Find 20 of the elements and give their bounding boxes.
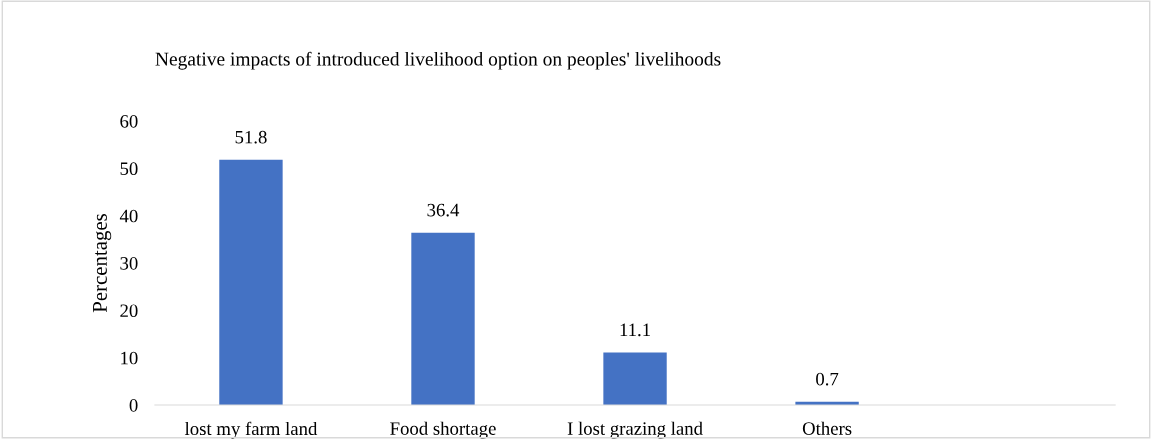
y-tick-label: 0 <box>129 399 138 412</box>
y-tick-label: 10 <box>121 351 138 365</box>
data-label: 11.1 <box>620 323 650 337</box>
x-tick-label: Food shortage <box>390 421 496 439</box>
bar <box>603 352 667 406</box>
x-tick-label: lost my farm land <box>184 421 318 439</box>
y-tick-label: 20 <box>120 304 138 318</box>
chart-title: Negative impacts of introduced livelihood option on peoples' livelihoods <box>155 51 721 70</box>
y-tick-label: 50 <box>120 162 138 176</box>
data-label: 36.4 <box>427 203 460 217</box>
x-tick-label: I lost grazing land <box>567 421 703 439</box>
bar <box>411 232 475 406</box>
data-label: 0.7 <box>816 372 839 386</box>
y-tick-label: 40 <box>119 209 138 223</box>
y-axis-title: Percentages <box>93 214 112 313</box>
data-label: 51.8 <box>235 130 267 144</box>
y-tick-label: 60 <box>120 115 138 128</box>
bar <box>219 159 283 406</box>
y-tick-label: 30 <box>120 257 138 270</box>
x-tick-label: Others <box>802 421 852 435</box>
